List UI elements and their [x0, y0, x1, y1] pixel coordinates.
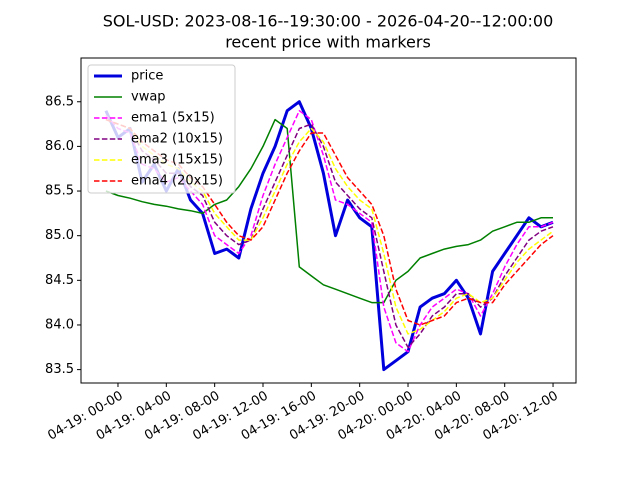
y-tick-label: 85.5: [45, 184, 74, 199]
y-tick-label: 85.0: [45, 228, 74, 243]
legend-label: ema1 (5x15): [131, 111, 215, 126]
legend-label: ema4 (20x15): [131, 174, 223, 189]
y-tick-label: 84.0: [45, 317, 74, 332]
y-tick-label: 86.5: [45, 94, 74, 109]
legend-label: price: [131, 69, 163, 84]
legend-label: ema2 (10x15): [131, 132, 223, 147]
legend-label: ema3 (15x15): [131, 153, 223, 168]
y-tick-label: 84.5: [45, 273, 74, 288]
y-tick-label: 83.5: [45, 362, 74, 377]
series-line: [105, 118, 553, 304]
y-tick-label: 86.0: [45, 139, 74, 154]
legend-label: vwap: [131, 90, 166, 105]
plot-frame: [80, 57, 577, 384]
chart-title: SOL-USD: 2023-08-16--19:30:00 - 2026-04-…: [103, 12, 554, 31]
chart-subtitle: recent price with markers: [225, 33, 431, 52]
legend-box: [87, 64, 236, 194]
